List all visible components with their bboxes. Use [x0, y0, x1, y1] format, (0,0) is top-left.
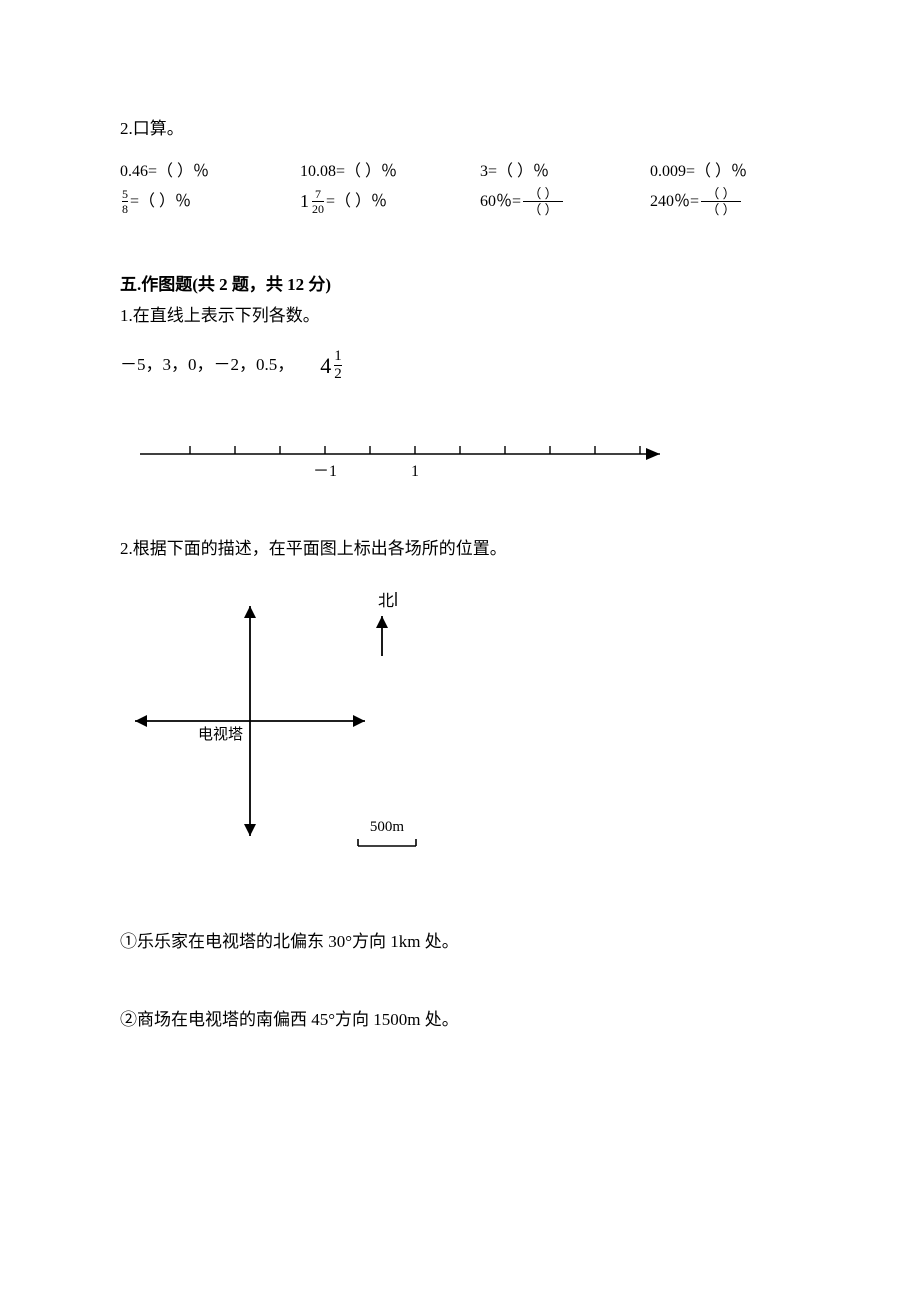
question-5-2-item1: ①乐乐家在电视塔的北偏东 30°方向 1km 处。: [120, 929, 800, 955]
svg-text:1: 1: [411, 463, 419, 480]
map-svg: 电视塔 北 500m: [120, 571, 460, 891]
numbers-list: －5，3，0，－2，0.5， 4 1 2: [120, 349, 800, 382]
fraction-5-8: 5 8: [122, 188, 128, 215]
number-line-svg: －1 1: [120, 424, 680, 494]
calc-block: 0.46=（ ）％ 10.08=（ ）％ 3=（ ）％ 0.009=（ ）％ 5…: [120, 158, 800, 216]
calc-r2c3-left: 60％=: [480, 190, 521, 214]
calc-r2c3: 60％= （ ） （ ）: [480, 187, 650, 216]
svg-text:电视塔: 电视塔: [198, 726, 243, 743]
calc-r2c4-left: 240％=: [650, 190, 699, 214]
frac-den: 20: [312, 203, 324, 215]
frac-num: 7: [315, 188, 321, 200]
calc-r2c4: 240％= （ ） （ ）: [650, 187, 820, 216]
calc-r2c2: 1 7 20 =（ ）％: [300, 188, 480, 215]
calc-r2c1: 5 8 =（ ）％: [120, 188, 300, 215]
blank-fraction-2: （ ） （ ）: [701, 187, 741, 216]
frac-num: 1: [334, 349, 342, 364]
bfrac-top: （ ）: [526, 187, 559, 200]
question-5-2-item2: ②商场在电视塔的南偏西 45°方向 1500m 处。: [120, 1007, 800, 1033]
fraction-7-20: 7 20: [312, 188, 324, 215]
mixed-1-7-20: 1 7 20: [300, 188, 326, 215]
question-5-1-label: 1.在直线上表示下列各数。: [120, 303, 800, 329]
frac-den: 2: [334, 367, 342, 382]
calc-r1c3: 3=（ ）％: [480, 160, 650, 184]
bfrac-top: （ ）: [704, 187, 737, 200]
calc-r1c4: 0.009=（ ）％: [650, 160, 820, 184]
frac-num: 5: [122, 188, 128, 200]
section-5-title: 五.作图题(共 2 题，共 12 分): [120, 272, 800, 298]
blank-fraction-1: （ ） （ ）: [523, 187, 563, 216]
calc-row-2: 5 8 =（ ）％ 1 7 20 =（ ）％ 60％=: [120, 188, 800, 216]
calc-r2c2-tail: =（ ）％: [326, 190, 387, 214]
question-2-label: 2.口算。: [120, 116, 800, 142]
calc-r2c1-tail: =（ ）％: [130, 190, 191, 214]
mixed-4-1-2: 4 1 2: [320, 349, 344, 382]
calc-r1c2: 10.08=（ ）％: [300, 160, 480, 184]
frac-den: 8: [122, 203, 128, 215]
svg-text:北: 北: [378, 592, 394, 610]
mixed-whole: 1: [300, 188, 309, 215]
fraction-1-2: 1 2: [334, 349, 342, 382]
numbers-text: －5，3，0，－2，0.5，: [120, 352, 294, 378]
svg-text:500m: 500m: [370, 819, 405, 835]
calc-row-1: 0.46=（ ）％ 10.08=（ ）％ 3=（ ）％ 0.009=（ ）％: [120, 158, 800, 186]
bfrac-bot: （ ）: [526, 203, 559, 216]
svg-text:－1: －1: [313, 463, 337, 480]
map-diagram: 电视塔 北 500m: [120, 571, 800, 891]
calc-r1c1: 0.46=（ ）％: [120, 160, 300, 184]
bfrac-bot: （ ）: [704, 203, 737, 216]
mixed-whole: 4: [320, 349, 331, 382]
number-line-diagram: －1 1: [120, 424, 800, 494]
question-5-2-label: 2.根据下面的描述，在平面图上标出各场所的位置。: [120, 536, 800, 562]
